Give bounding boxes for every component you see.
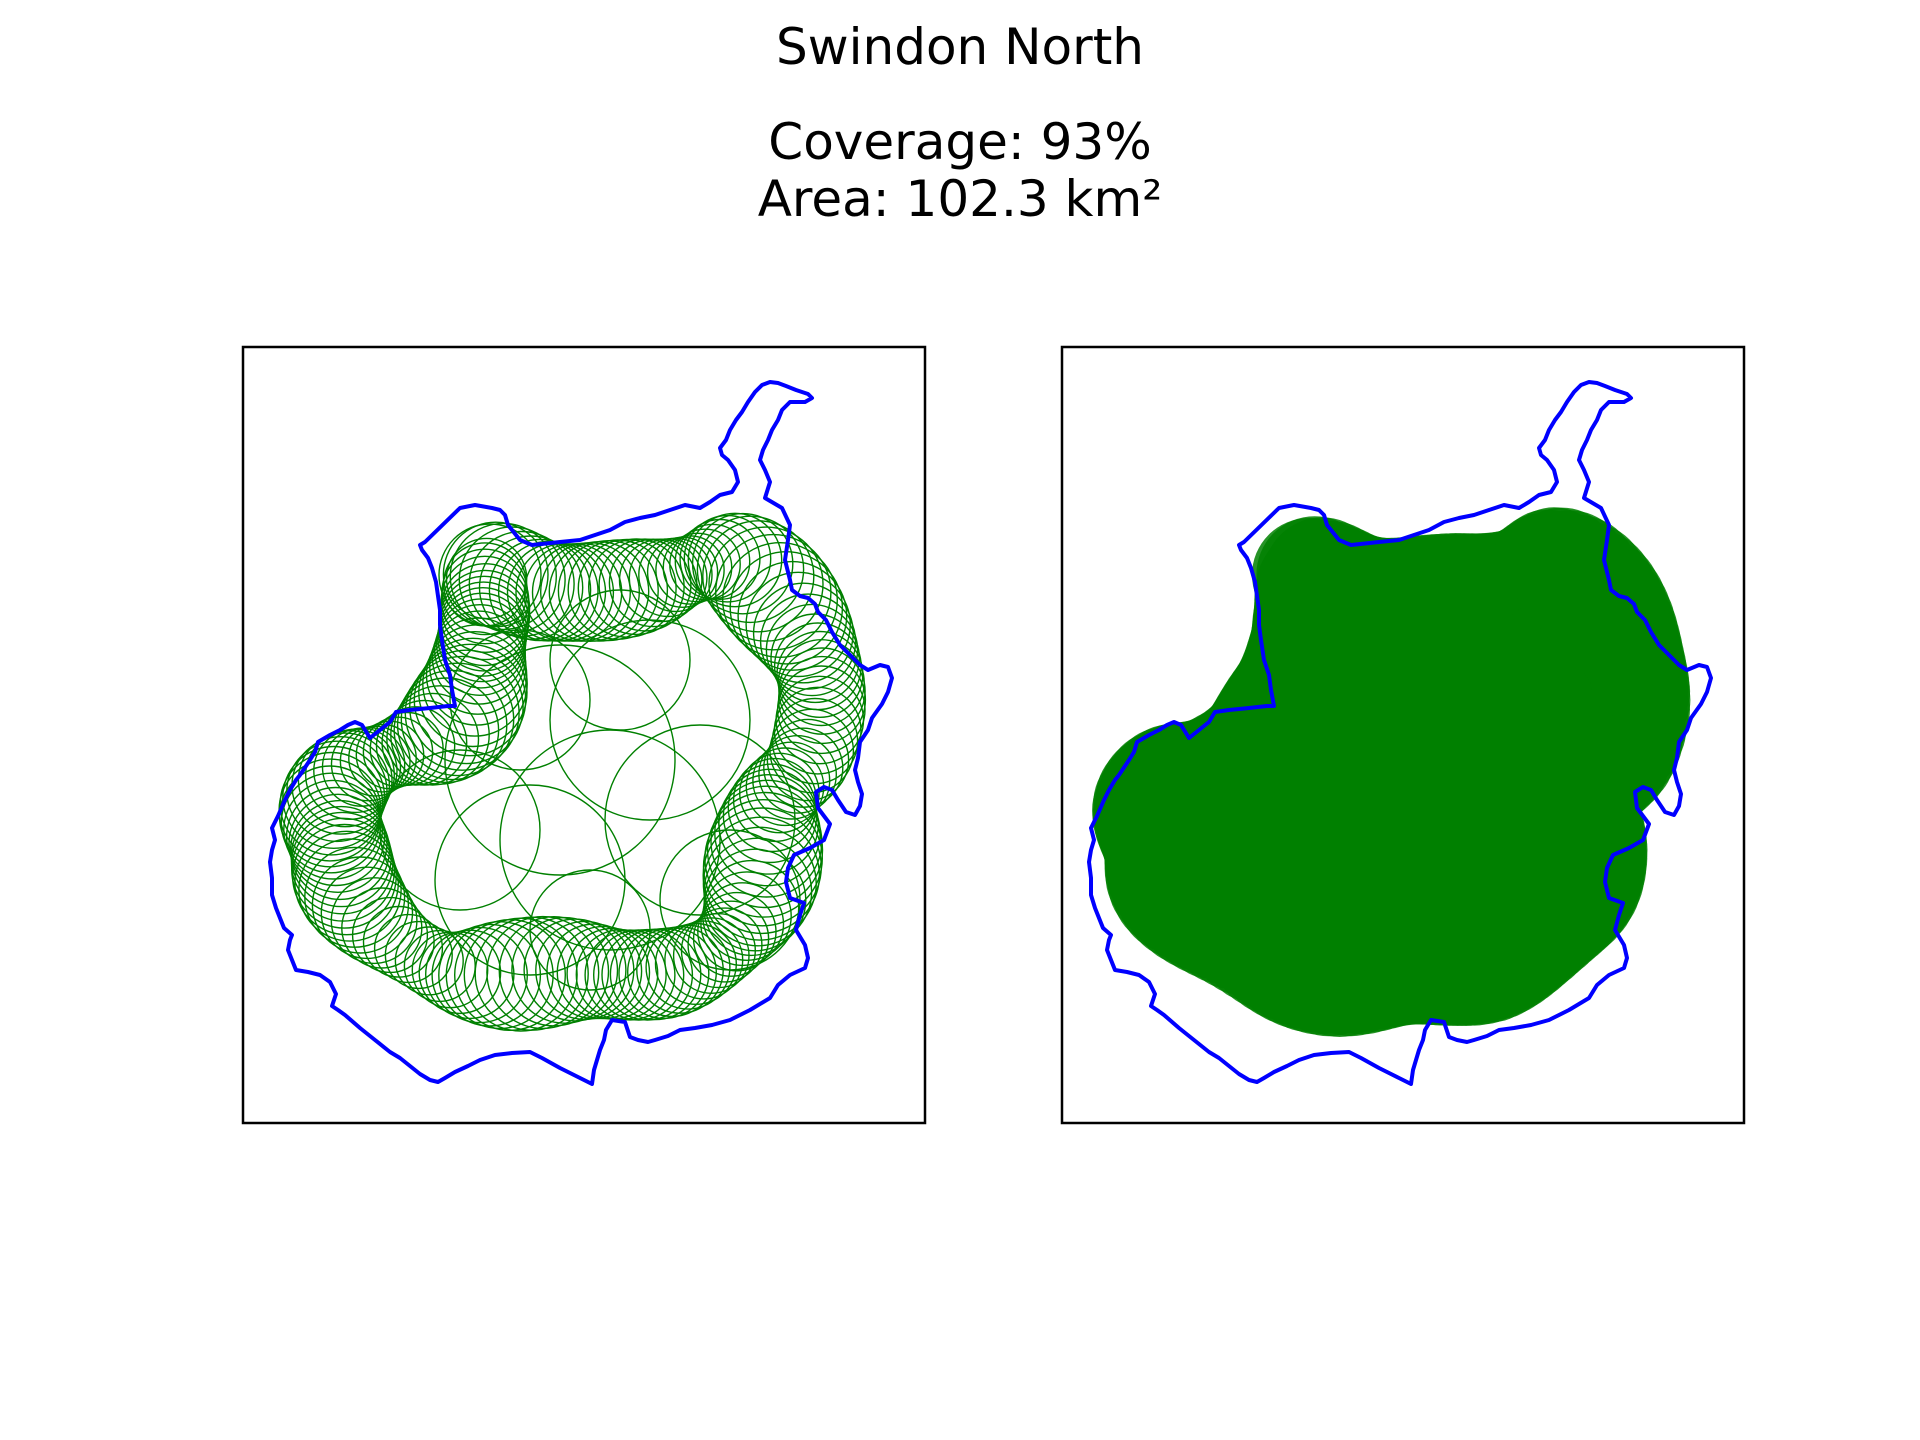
coverage-circle (440, 555, 530, 645)
coverage-circle (645, 924, 731, 1010)
coverage-disc (1349, 870, 1469, 990)
coverage-circle (438, 923, 542, 1027)
coverage-circle (441, 548, 529, 636)
coverage-circle (697, 891, 777, 972)
coverage-circle (408, 649, 524, 765)
coverage-circle (454, 919, 567, 1032)
coverage-circle (499, 729, 721, 951)
coverage-circle (283, 779, 384, 880)
coverage-circle (305, 730, 396, 821)
coverage-circle (529, 869, 651, 991)
coverage-circle (703, 837, 813, 947)
coverage-circle (390, 685, 490, 785)
coverage-circle (431, 610, 527, 705)
coverage-disc (1259, 532, 1352, 625)
coverage-circle (696, 515, 805, 624)
coverage-circle (375, 706, 456, 786)
coverage-disc (1479, 830, 1619, 970)
coverage-filled-panel (1060, 345, 1746, 1125)
coverage-circle (442, 521, 549, 628)
coverage-circle (758, 735, 837, 814)
coverage-circle (752, 741, 831, 820)
coverage-label: Coverage: 93% (768, 113, 1152, 171)
coverage-circle (403, 929, 476, 1003)
coverage-circles-filled (1092, 507, 1691, 1037)
coverage-circle (449, 522, 557, 631)
coverage-circle (601, 928, 694, 1021)
area-label: Area: 102.3 km² (757, 170, 1163, 228)
coverage-circle (381, 699, 468, 786)
coverage-circle (449, 629, 591, 771)
coverage-circle (691, 512, 794, 615)
coverage-circle (766, 718, 850, 802)
coverage-circle (549, 619, 751, 821)
coverage-circle (687, 512, 783, 608)
coverage-circle (289, 799, 391, 901)
coverage-circle (463, 917, 578, 1032)
coverage-circle (664, 920, 744, 1000)
coverage-circle (773, 686, 862, 775)
coverage-circle (288, 793, 388, 893)
coverage-circle (386, 692, 480, 786)
coverage-circle (394, 926, 464, 996)
coverage-circle (737, 560, 848, 671)
coverage-circle (669, 528, 741, 601)
coverage-outline-panel (241, 345, 927, 1125)
coverage-circle (320, 866, 414, 960)
coverage-circle (588, 538, 685, 636)
coverage-circle (687, 907, 763, 983)
coverage-circle (704, 799, 823, 918)
coverage-circle (702, 520, 815, 633)
coverage-circle (662, 532, 733, 603)
coverage-circle (330, 877, 418, 965)
coverage-circle (279, 751, 384, 856)
coverage-circles-outline (278, 512, 867, 1032)
coverage-circle (593, 929, 685, 1021)
coverage-circle (598, 538, 692, 632)
coverage-disc (1269, 630, 1409, 770)
coverage-circle (422, 631, 528, 737)
figure-title: Swindon North (776, 18, 1144, 76)
coverage-circle (434, 784, 626, 976)
district-boundary-left (268, 380, 894, 1086)
coverage-circle (549, 589, 691, 731)
coverage-circle (702, 816, 821, 935)
coverage-circle (556, 925, 651, 1020)
coverage-circle (752, 582, 854, 684)
coverage-circle (444, 644, 676, 876)
coverage-circle (373, 913, 444, 984)
coverage-circle (413, 643, 527, 757)
coverage-circle (404, 655, 520, 771)
coverage-circle (445, 537, 528, 620)
coverage-disc (1199, 750, 1359, 910)
coverage-circle (486, 915, 600, 1030)
coverage-circle (702, 826, 817, 941)
coverage-circle (604, 724, 796, 916)
coverage-circle (706, 791, 824, 909)
coverage-circle (692, 900, 770, 977)
coverage-circle (708, 526, 824, 642)
coverage-circle (418, 931, 502, 1015)
coverage-circle (379, 749, 541, 911)
district-boundary-right (1087, 380, 1713, 1086)
